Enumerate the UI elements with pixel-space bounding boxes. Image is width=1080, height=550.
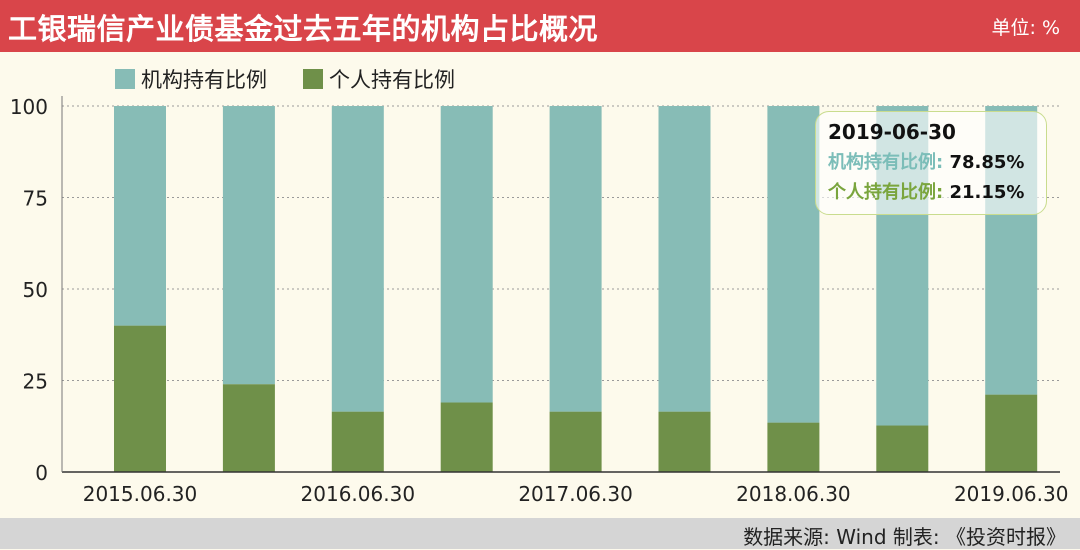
bar-individual [549,411,602,472]
bar-institutional [222,106,275,385]
footer-bar: 数据来源: Wind 制表: 《投资时报》 [0,518,1080,549]
legend-item-individual: 个人持有比例 [303,64,455,94]
tooltip-institutional-value: 78.85% [949,152,1025,173]
bar-institutional [658,106,711,412]
x-tick-label: 2017.06.30 [518,482,633,506]
bar-individual [222,384,275,472]
x-tick-label: 2015.06.30 [83,482,198,506]
bar-individual [876,425,929,472]
legend-label-individual: 个人持有比例 [329,68,455,92]
tooltip-institutional-row: 机构持有比例: 78.85% [828,148,1046,174]
x-tick-label: 2018.06.30 [736,482,851,506]
x-tick-label: 2016.06.30 [301,482,416,506]
y-tick-label: 75 [23,187,48,211]
y-tick-label: 100 [10,95,48,119]
tooltip-date: 2019-06-30 [828,120,956,144]
bar-institutional [440,106,493,403]
bar-institutional [331,106,384,412]
bar-individual [440,402,493,472]
y-tick-label: 0 [35,461,48,485]
bar-individual [658,411,711,472]
source-note: 数据来源: Wind 制表: 《投资时报》 [743,525,1066,549]
bar-individual [767,422,820,472]
legend-item-institutional: 机构持有比例 [115,64,267,94]
bar-institutional [767,106,820,423]
tooltip-institutional-label: 机构持有比例: [828,152,944,173]
x-tick-label: 2019.06.30 [954,482,1069,506]
bar-institutional [549,106,602,412]
tooltip-individual-row: 个人持有比例: 21.15% [828,178,1046,204]
legend-swatch-individual [303,69,323,89]
tooltip-individual-label: 个人持有比例: [828,182,944,203]
y-tick-label: 50 [23,278,48,302]
legend-swatch-institutional [115,69,135,89]
chart-title: 工银瑞信产业债基金过去五年的机构占比概况 [8,12,599,46]
bar-individual [331,411,384,472]
data-tooltip: 2019-06-30 机构持有比例: 78.85% 个人持有比例: 21.15% [815,111,1047,215]
y-tick-label: 25 [23,370,48,394]
bar-individual [985,394,1038,472]
unit-label: 单位: % [991,17,1061,39]
legend-label-institutional: 机构持有比例 [141,68,267,92]
bar-individual [114,325,166,472]
header-bar: 工银瑞信产业债基金过去五年的机构占比概况 单位: % [0,0,1080,52]
tooltip-individual-value: 21.15% [949,182,1025,203]
legend: 机构持有比例 个人持有比例 [115,66,491,92]
bar-institutional [114,106,166,326]
